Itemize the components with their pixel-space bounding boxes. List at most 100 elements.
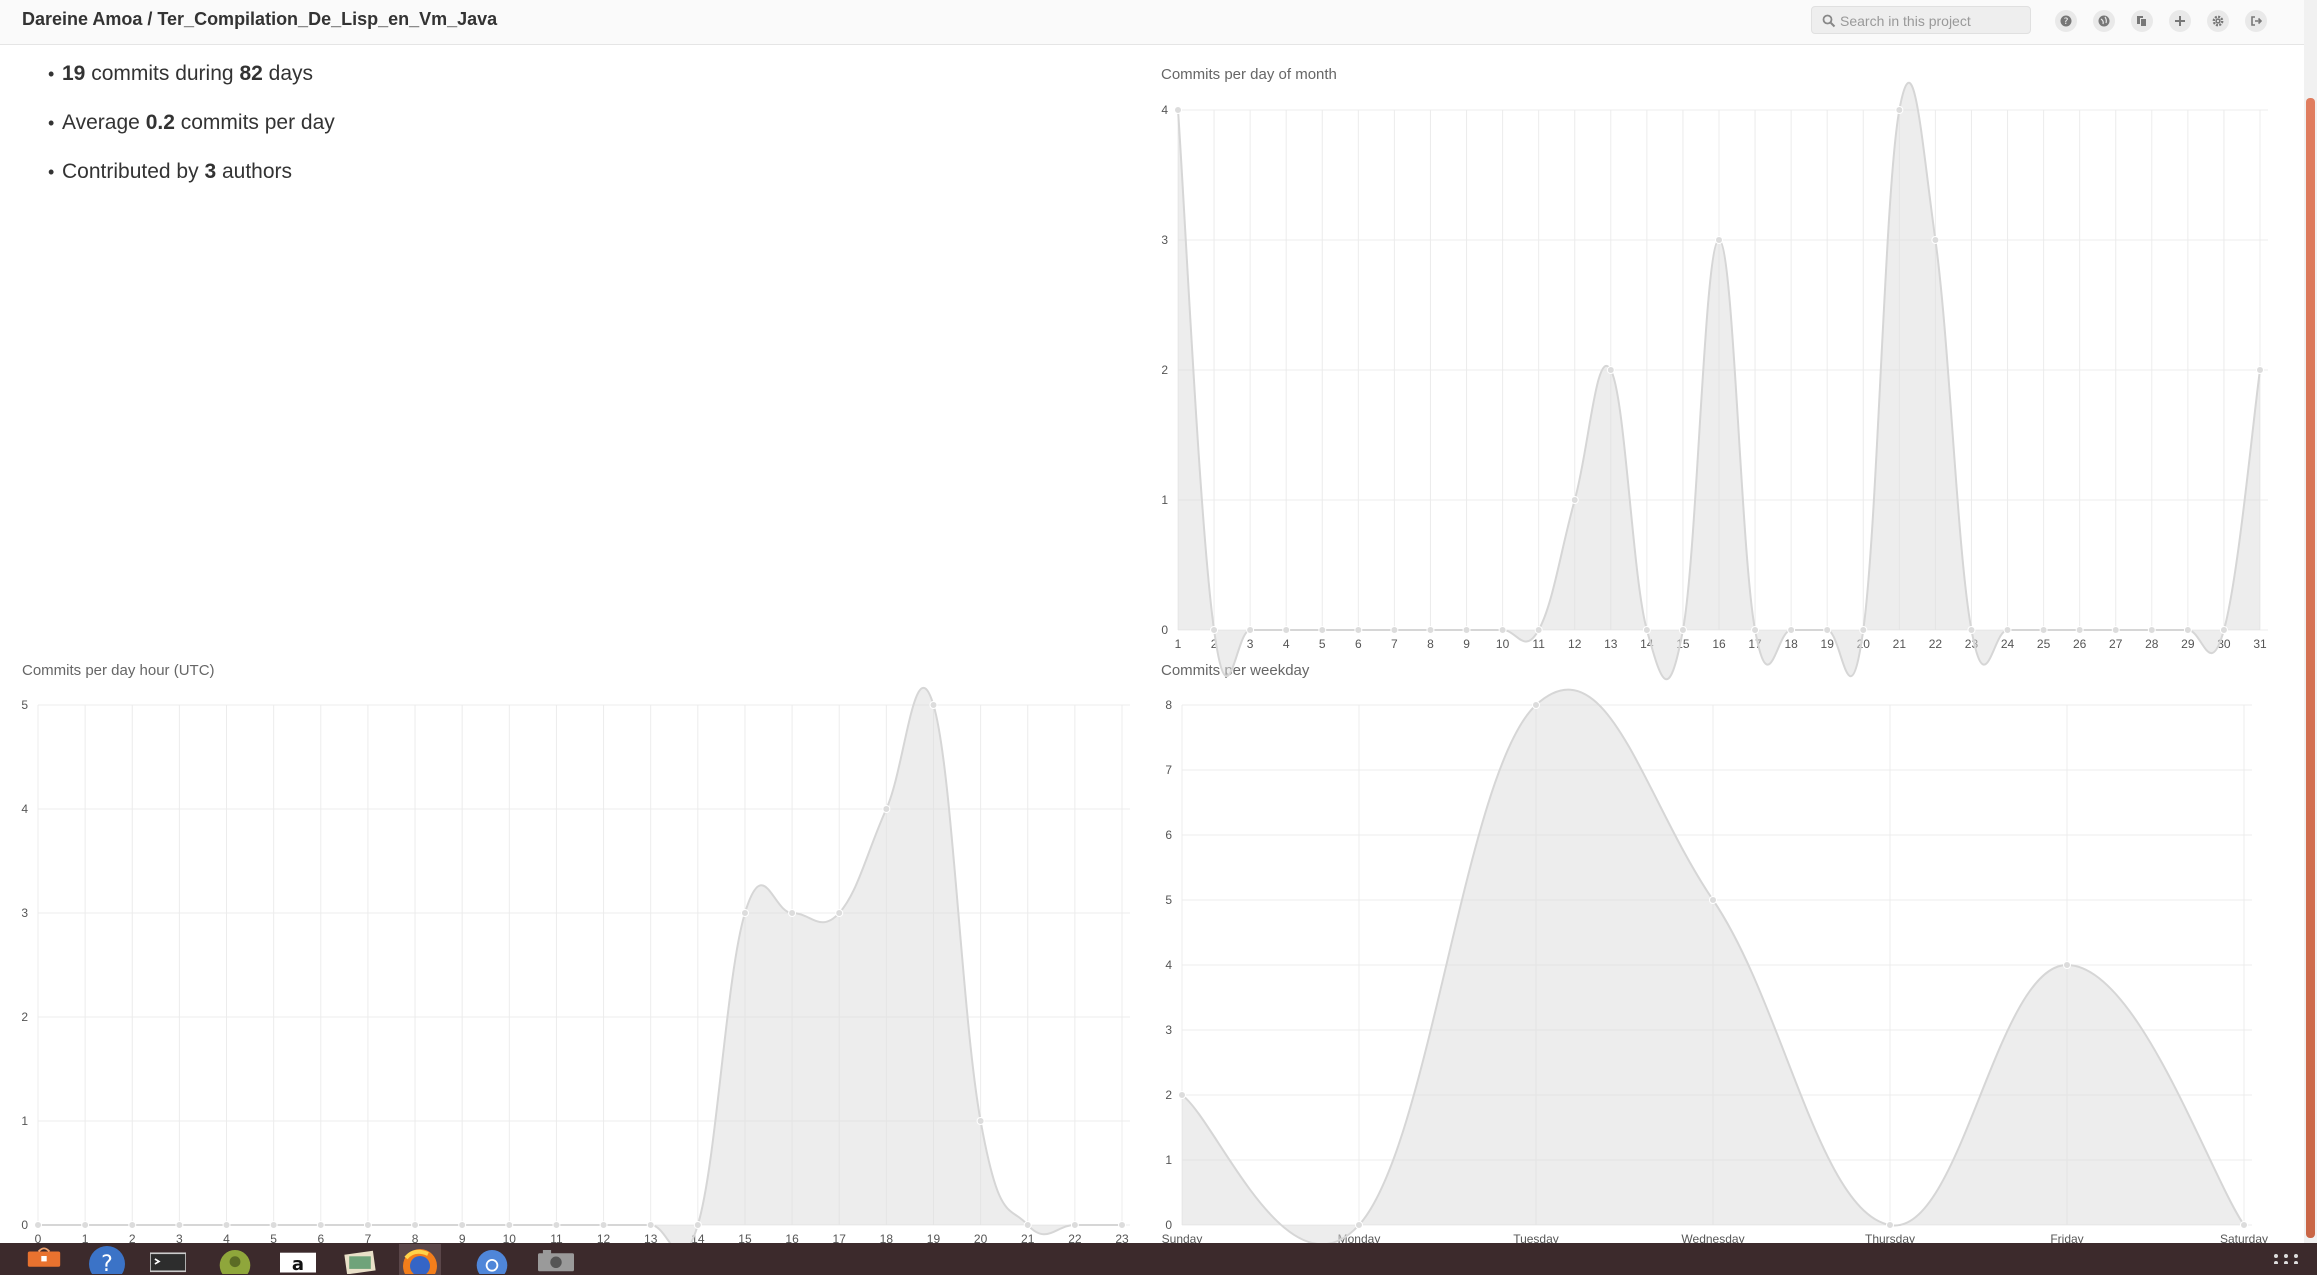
x-tick-label: 18 xyxy=(1784,637,1798,651)
y-tick-label: 0 xyxy=(1165,1218,1172,1232)
svg-text:?: ? xyxy=(101,1252,113,1274)
data-point xyxy=(1642,626,1651,634)
data-point xyxy=(1246,626,1255,634)
y-tick-label: 4 xyxy=(1161,103,1168,117)
commit-count: 19 xyxy=(62,62,86,85)
data-point xyxy=(1895,106,1904,114)
data-point xyxy=(1390,626,1399,634)
data-point xyxy=(788,909,797,917)
data-point xyxy=(1532,701,1540,709)
data-point xyxy=(1426,626,1435,634)
x-tick-label: 3 xyxy=(1247,637,1254,651)
data-point xyxy=(1070,1221,1079,1229)
author-count: 3 xyxy=(204,160,217,183)
taskbar-app-software-center[interactable] xyxy=(26,1244,62,1275)
taskbar-app-gimp[interactable] xyxy=(217,1244,253,1275)
taskbar: ? a xyxy=(0,1243,2317,1275)
top-header: Dareine Amoa / Ter_Compilation_De_Lisp_e… xyxy=(0,0,2304,45)
grid-icon xyxy=(2274,1254,2298,1264)
taskbar-app-chromium[interactable] xyxy=(474,1244,510,1275)
x-tick-label: 9 xyxy=(1463,637,1470,651)
search-input[interactable] xyxy=(1838,9,2027,33)
x-tick-label: 11 xyxy=(550,1232,563,1246)
taskbar-app-firefox[interactable] xyxy=(399,1244,441,1275)
y-tick-label: 0 xyxy=(21,1218,28,1232)
x-tick-label: 17 xyxy=(833,1232,847,1246)
x-tick-label: 19 xyxy=(927,1232,941,1246)
camera-icon xyxy=(538,1250,574,1272)
series-line xyxy=(1181,688,2245,1246)
x-tick-label: 4 xyxy=(1283,637,1290,651)
settings-button[interactable] xyxy=(2207,10,2229,32)
sign-out-button[interactable] xyxy=(2245,10,2267,32)
data-point xyxy=(929,701,938,709)
amazon-icon: a xyxy=(280,1252,316,1274)
help-button[interactable]: ? xyxy=(2055,10,2077,32)
show-apps-button[interactable] xyxy=(2266,1244,2306,1275)
x-tick-label: Sunday xyxy=(1162,1232,1203,1246)
x-tick-label: 25 xyxy=(2037,637,2051,651)
search-icon xyxy=(1822,14,1836,28)
image-viewer-icon xyxy=(344,1250,376,1274)
copy-icon xyxy=(2137,16,2147,27)
search-box[interactable] xyxy=(1811,6,2031,34)
data-point xyxy=(505,1221,514,1229)
x-tick-label: 20 xyxy=(974,1232,988,1246)
x-tick-label: Thursday xyxy=(1865,1232,1915,1246)
scroll-thumb[interactable] xyxy=(2306,98,2315,1238)
x-tick-label: 3 xyxy=(176,1232,183,1246)
x-tick-label: 1 xyxy=(1175,637,1182,651)
x-tick-label: 27 xyxy=(2109,637,2123,651)
svg-text:?: ? xyxy=(2064,17,2069,27)
new-project-button[interactable] xyxy=(2169,10,2191,32)
x-tick-label: 2 xyxy=(1211,637,1218,651)
y-tick-label: 2 xyxy=(1161,363,1168,377)
taskbar-app-help[interactable]: ? xyxy=(89,1244,125,1275)
data-point xyxy=(1678,626,1687,634)
data-point xyxy=(458,1221,467,1229)
x-tick-label: 21 xyxy=(1021,1232,1035,1246)
help-icon: ? xyxy=(2060,15,2072,27)
x-tick-label: 8 xyxy=(412,1232,419,1246)
data-point xyxy=(363,1221,372,1229)
snippets-button[interactable] xyxy=(2131,10,2153,32)
y-tick-label: 8 xyxy=(1165,698,1172,712)
data-point xyxy=(1178,1091,1186,1099)
day-count: 82 xyxy=(239,62,263,85)
data-point xyxy=(175,1221,184,1229)
data-point xyxy=(1859,626,1868,634)
explore-button[interactable] xyxy=(2093,10,2115,32)
avg-suffix: commits per day xyxy=(180,111,335,134)
data-point xyxy=(1174,106,1182,114)
x-tick-label: 13 xyxy=(1604,637,1618,651)
data-point xyxy=(2183,626,2192,634)
series-area xyxy=(38,687,1122,1253)
avg-prefix: Average xyxy=(62,111,140,134)
x-tick-label: 12 xyxy=(1568,637,1582,651)
taskbar-app-terminal[interactable] xyxy=(150,1244,186,1275)
data-point xyxy=(1751,626,1760,634)
data-point xyxy=(316,1221,325,1229)
data-point xyxy=(2240,1221,2248,1229)
y-tick-label: 4 xyxy=(1165,958,1172,972)
data-point xyxy=(81,1221,90,1229)
stat-average: • Average 0.2 commits per day xyxy=(48,111,335,134)
x-tick-label: 5 xyxy=(270,1232,277,1246)
taskbar-app-camera[interactable] xyxy=(538,1244,574,1275)
firefox-icon xyxy=(403,1249,437,1274)
data-point xyxy=(1210,626,1219,634)
y-tick-label: 7 xyxy=(1165,763,1172,777)
data-point xyxy=(2063,961,2071,969)
page-title[interactable]: Dareine Amoa / Ter_Compilation_De_Lisp_e… xyxy=(22,9,498,29)
x-tick-label: 2 xyxy=(129,1232,136,1246)
data-point xyxy=(646,1221,655,1229)
authors-prefix: Contributed by xyxy=(62,160,199,183)
page-scrollbar[interactable] xyxy=(2304,0,2317,1243)
x-tick-label: 12 xyxy=(597,1232,611,1246)
taskbar-app-image-viewer[interactable] xyxy=(342,1244,378,1275)
taskbar-app-amazon[interactable]: a xyxy=(280,1244,316,1275)
x-tick-label: 7 xyxy=(1391,637,1398,651)
y-tick-label: 5 xyxy=(21,698,28,712)
